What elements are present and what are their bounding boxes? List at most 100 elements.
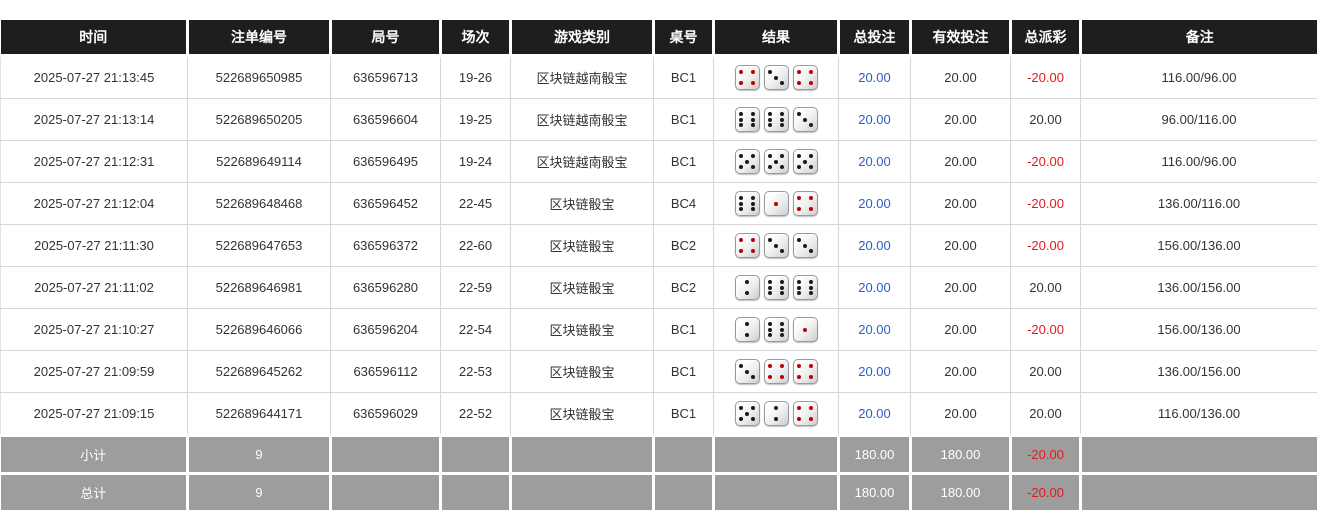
die-pip (779, 279, 784, 284)
footer-cell-round_id (330, 434, 442, 474)
column-header-result: 结果 (713, 20, 840, 57)
cell-session: 19-26 (440, 55, 511, 99)
column-header-total_bet: 总投注 (838, 20, 912, 57)
die-pip (779, 123, 784, 128)
die-pip (739, 111, 744, 116)
cell-game_type: 区块链越南骰宝 (510, 140, 654, 183)
cell-valid_bet: 20.00 (910, 308, 1011, 351)
die-pip (768, 375, 773, 380)
die-pip (779, 291, 784, 296)
die-pip (768, 321, 773, 326)
cell-round_id: 636596204 (330, 308, 441, 351)
die-pip (768, 111, 773, 116)
die-pip (808, 363, 813, 368)
die-face-6-icon (763, 275, 789, 300)
die-pip (745, 411, 749, 416)
die-pip (739, 249, 744, 254)
cell-total_bet: 20.00 (838, 224, 911, 267)
table-row: 2025-07-27 21:13:45 522689650985 636596713… (0, 55, 1317, 99)
cell-session: 22-59 (440, 266, 511, 309)
header-row: 时间 注单编号 局号 场次 游戏类别 桌号 结果 总投注 有效投注 总派彩 备注 (0, 20, 1317, 57)
die-pip (797, 285, 802, 290)
cell-bet_id: 522689644171 (187, 392, 331, 436)
die-pip (739, 417, 744, 422)
cell-round_id: 636596495 (330, 140, 441, 183)
die-pip (797, 375, 802, 380)
cell-valid_bet: 20.00 (910, 182, 1011, 225)
die-pip (779, 81, 784, 86)
column-header-session: 场次 (440, 20, 512, 57)
footer-cell-total_payout: -20.00 (1010, 472, 1082, 510)
cell-table_no: BC1 (653, 350, 714, 393)
cell-result (713, 224, 839, 267)
cell-game_type: 区块链骰宝 (510, 392, 654, 436)
cell-result (713, 55, 839, 99)
die-pip (768, 165, 773, 170)
footer-cell-table_no (653, 434, 715, 474)
footer-cell-time: 总计 (0, 472, 189, 510)
table-row: 2025-07-27 21:09:15 522689644171 636596029… (0, 392, 1317, 436)
cell-result (713, 308, 839, 351)
cell-total_payout: 20.00 (1010, 392, 1081, 436)
die-pip (808, 279, 813, 284)
footer-cell-remark (1080, 472, 1317, 510)
die-pip (768, 279, 773, 284)
die-face-1-icon (763, 191, 789, 216)
cell-valid_bet: 20.00 (910, 140, 1011, 183)
die-pip (808, 291, 813, 296)
die-pip (768, 333, 773, 338)
cell-remark: 116.00/136.00 (1080, 392, 1317, 436)
footer-cell-valid_bet: 180.00 (910, 434, 1012, 474)
die-pip (803, 327, 807, 332)
die-face-4-icon (734, 233, 760, 258)
column-header-total_payout: 总派彩 (1010, 20, 1082, 57)
cell-round_id: 636596604 (330, 98, 441, 141)
table-row: 2025-07-27 21:10:27 522689646066 636596204… (0, 308, 1317, 351)
cell-result (713, 140, 839, 183)
die-pip (750, 153, 755, 158)
table-header: 时间 注单编号 局号 场次 游戏类别 桌号 结果 总投注 有效投注 总派彩 备注 (0, 20, 1317, 57)
cell-table_no: BC1 (653, 98, 714, 141)
die-pip (779, 375, 784, 380)
cell-result (713, 350, 839, 393)
cell-table_no: BC2 (653, 224, 714, 267)
cell-result (713, 266, 839, 309)
footer-cell-time: 小计 (0, 434, 189, 474)
cell-session: 22-53 (440, 350, 511, 393)
die-pip (797, 291, 802, 296)
die-face-6-icon (734, 191, 760, 216)
die-pip (808, 207, 813, 212)
column-header-table_no: 桌号 (653, 20, 715, 57)
footer-cell-table_no (653, 472, 715, 510)
cell-total_payout: -20.00 (1010, 224, 1081, 267)
cell-total_payout: 20.00 (1010, 266, 1081, 309)
die-face-4-icon (763, 359, 789, 384)
die-pip (797, 363, 802, 368)
die-face-2-icon (734, 317, 760, 342)
die-face-5-icon (792, 149, 818, 174)
cell-session: 22-60 (440, 224, 511, 267)
die-pip (739, 165, 744, 170)
die-pip (768, 285, 773, 290)
die-face-3-icon (792, 107, 818, 132)
cell-total_bet: 20.00 (838, 350, 911, 393)
die-pip (739, 81, 744, 86)
die-face-4-icon (792, 191, 818, 216)
die-pip (779, 117, 784, 122)
die-pip (797, 81, 802, 86)
footer-cell-valid_bet: 180.00 (910, 472, 1012, 510)
die-face-5-icon (734, 149, 760, 174)
cell-total_bet: 20.00 (838, 140, 911, 183)
cell-time: 2025-07-27 21:10:27 (0, 308, 188, 351)
bet-records-page: 时间 注单编号 局号 场次 游戏类别 桌号 结果 总投注 有效投注 总派彩 备注 2025-07-2… (0, 20, 1317, 510)
die-pip (779, 327, 784, 332)
die-pip (808, 195, 813, 200)
die-pip (803, 243, 807, 248)
cell-total_bet: 20.00 (838, 266, 911, 309)
die-pip (739, 363, 744, 368)
table-row: 2025-07-27 21:12:31 522689649114 636596495… (0, 140, 1317, 183)
cell-valid_bet: 20.00 (910, 350, 1011, 393)
die-pip (768, 327, 773, 332)
die-pip (808, 405, 813, 410)
total-row: 总计 9 180.00 180.00 -20.00 (0, 472, 1317, 510)
